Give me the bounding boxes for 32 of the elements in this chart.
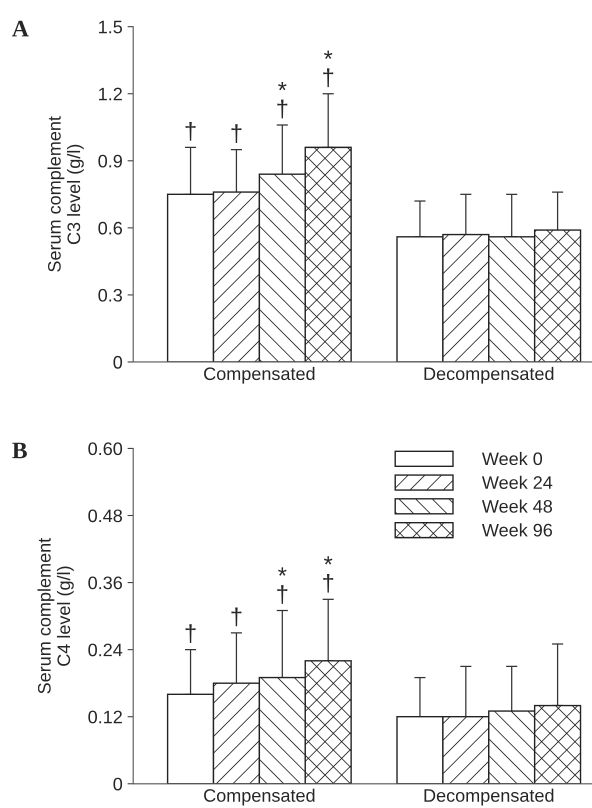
annotation: † <box>186 624 196 643</box>
annotation: † <box>231 608 242 626</box>
y-tick-label: 0 <box>113 356 122 369</box>
y-tick-label: 1.2 <box>99 88 122 100</box>
y-tick-label: 0.6 <box>98 222 122 235</box>
y-tick-label: 0.48 <box>88 509 122 522</box>
annotation: * † <box>323 556 334 593</box>
y-tick-label: 0.24 <box>88 644 122 656</box>
x-tick-label: Compensated <box>204 788 314 806</box>
y-axis-title: Serum complement C3 level (g/l) <box>48 116 84 272</box>
y-tick-label: 0.36 <box>88 576 122 590</box>
x-tick-label: Decompensated <box>424 788 554 806</box>
annotation: † <box>186 122 196 141</box>
annotation: * † <box>277 82 288 118</box>
legend-label: Week 96 <box>482 523 552 537</box>
legend-label: Week 24 <box>482 476 552 489</box>
y-tick-label: 0.9 <box>98 154 122 168</box>
chart-title: A <box>12 20 29 36</box>
chart-title: B <box>12 442 27 458</box>
x-tick-label: Decompensated <box>424 366 554 384</box>
legend-label: Week 0 <box>482 452 542 466</box>
y-tick-label: 0 <box>113 778 122 790</box>
y-tick-label: 0.3 <box>98 288 122 302</box>
annotation: * † <box>323 50 334 88</box>
legend-label: Week 48 <box>482 499 552 513</box>
y-tick-label: 1.5 <box>99 20 122 34</box>
y-tick-label: 0.12 <box>88 710 122 724</box>
annotation: * † <box>277 567 288 604</box>
x-tick-label: Compensated <box>204 366 314 384</box>
y-axis-title: Serum complement C4 level (g/l) <box>37 538 74 694</box>
annotation: † <box>231 124 242 143</box>
y-tick-label: 0.60 <box>88 442 122 456</box>
